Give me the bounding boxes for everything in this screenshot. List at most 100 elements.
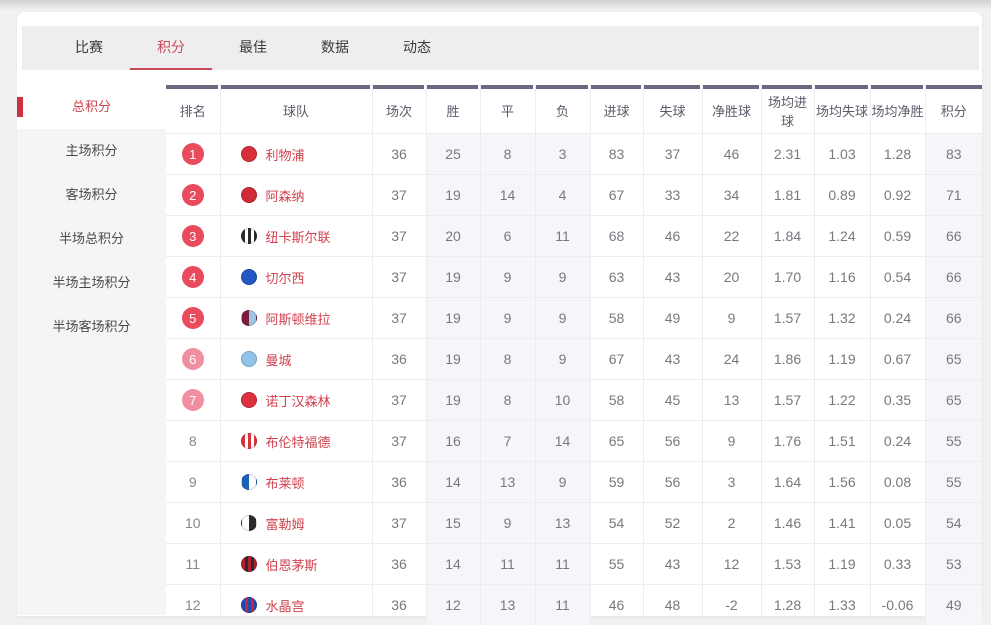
- stat-cell: 1.57: [761, 298, 814, 339]
- column-header: 场均进球: [761, 85, 814, 134]
- stat-cell: 45: [643, 380, 702, 421]
- team-name-link[interactable]: 水晶宫: [266, 599, 305, 614]
- stat-cell: 43: [643, 257, 702, 298]
- stat-cell: 1.53: [761, 544, 814, 585]
- rank-cell: 3: [166, 216, 220, 257]
- team-name-link[interactable]: 纽卡斯尔联: [266, 230, 331, 245]
- team-name-link[interactable]: 利物浦: [266, 148, 305, 163]
- team-name-link[interactable]: 诺丁汉森林: [266, 394, 331, 409]
- stat-cell: 1.46: [761, 503, 814, 544]
- team-name-link[interactable]: 布莱顿: [266, 476, 305, 491]
- team-name-link[interactable]: 阿森纳: [266, 189, 305, 204]
- column-header: 排名: [166, 85, 220, 134]
- tab-news[interactable]: 动态: [376, 26, 458, 70]
- stat-cell: 3: [702, 462, 761, 503]
- column-header: 球队: [220, 85, 372, 134]
- column-header: 净胜球: [702, 85, 761, 134]
- team-name-link[interactable]: 布伦特福德: [266, 435, 331, 450]
- stat-cell: 1.81: [761, 175, 814, 216]
- sidebar-item-label: 主场积分: [65, 143, 117, 158]
- stat-cell: -2: [702, 585, 761, 625]
- stat-cell: 7: [480, 421, 535, 462]
- stat-cell: 11: [535, 216, 590, 257]
- stat-cell: 71: [925, 175, 982, 216]
- stat-cell: 0.89: [814, 175, 870, 216]
- stat-cell: 0.59: [870, 216, 925, 257]
- tab-stats[interactable]: 数据: [294, 26, 376, 70]
- rank-badge: 6: [182, 348, 204, 370]
- team-cell: 切尔西: [220, 257, 372, 298]
- stat-cell: 63: [590, 257, 643, 298]
- tab-matches[interactable]: 比赛: [48, 26, 130, 70]
- stat-cell: 36: [372, 134, 426, 175]
- sidebar-item-away[interactable]: 客场积分: [17, 173, 166, 217]
- stat-cell: 34: [702, 175, 761, 216]
- page-top-shade: [0, 0, 991, 10]
- rank-number: 9: [189, 474, 197, 490]
- team-crest-icon: [241, 228, 257, 244]
- team-name-link[interactable]: 曼城: [266, 353, 292, 368]
- team-crest-icon: [241, 515, 257, 531]
- stat-cell: 67: [590, 339, 643, 380]
- stat-cell: 9: [480, 257, 535, 298]
- stat-cell: 13: [480, 462, 535, 503]
- sidebar-item-label: 客场积分: [65, 187, 117, 202]
- sidebar-item-half-away[interactable]: 半场客场积分: [17, 305, 166, 349]
- sidebar-item-total[interactable]: 总积分: [17, 85, 166, 129]
- stat-cell: 9: [480, 503, 535, 544]
- sidebar: 总积分主场积分客场积分半场总积分半场主场积分半场客场积分: [17, 85, 166, 615]
- stat-cell: 9: [535, 257, 590, 298]
- team-cell: 诺丁汉森林: [220, 380, 372, 421]
- rank-number: 10: [185, 515, 201, 531]
- tab-best[interactable]: 最佳: [212, 26, 294, 70]
- team-cell: 利物浦: [220, 134, 372, 175]
- team-crest-icon: [241, 433, 257, 449]
- stat-cell: 14: [480, 175, 535, 216]
- tab-standings[interactable]: 积分: [130, 26, 212, 70]
- stat-cell: 43: [643, 339, 702, 380]
- stat-cell: 9: [535, 339, 590, 380]
- stat-cell: 19: [426, 380, 480, 421]
- team-crest-icon: [241, 351, 257, 367]
- sidebar-item-home[interactable]: 主场积分: [17, 129, 166, 173]
- stat-cell: 12: [426, 585, 480, 625]
- team-name-link[interactable]: 富勒姆: [266, 517, 305, 532]
- stat-cell: 55: [925, 421, 982, 462]
- rank-number: 12: [185, 597, 201, 613]
- stat-cell: 37: [372, 298, 426, 339]
- stat-cell: 0.92: [870, 175, 925, 216]
- stat-cell: 37: [372, 175, 426, 216]
- stat-cell: 37: [372, 380, 426, 421]
- team-name-link[interactable]: 切尔西: [266, 271, 305, 286]
- stat-cell: 1.28: [870, 134, 925, 175]
- column-header: 场均失球: [814, 85, 870, 134]
- stat-cell: 1.51: [814, 421, 870, 462]
- tab-label: 最佳: [239, 37, 267, 57]
- stat-cell: 9: [480, 298, 535, 339]
- stat-cell: 1.64: [761, 462, 814, 503]
- stat-cell: 9: [702, 298, 761, 339]
- tab-label: 比赛: [75, 37, 103, 57]
- stat-cell: 9: [535, 298, 590, 339]
- team-name-link[interactable]: 阿斯顿维拉: [266, 312, 331, 327]
- rank-number: 8: [189, 433, 197, 449]
- rank-badge: 4: [182, 266, 204, 288]
- sidebar-item-half-total[interactable]: 半场总积分: [17, 217, 166, 261]
- sidebar-item-label: 半场总积分: [59, 231, 124, 246]
- team-name-link[interactable]: 伯恩茅斯: [266, 558, 318, 573]
- rank-cell: 6: [166, 339, 220, 380]
- sidebar-item-half-home[interactable]: 半场主场积分: [17, 261, 166, 305]
